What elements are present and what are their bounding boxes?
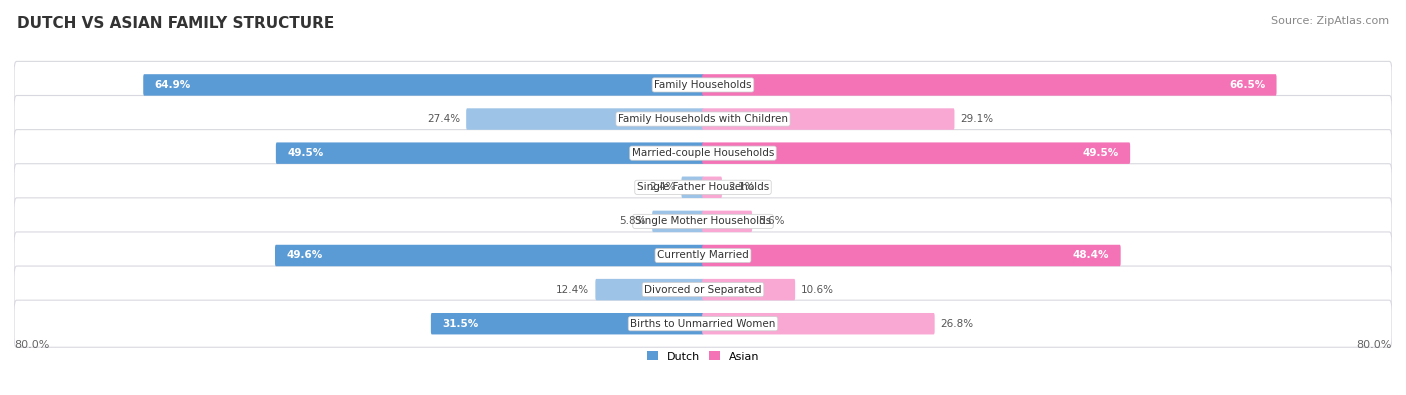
Text: Family Households: Family Households [654, 80, 752, 90]
FancyBboxPatch shape [430, 313, 704, 335]
FancyBboxPatch shape [682, 177, 704, 198]
Text: Divorced or Separated: Divorced or Separated [644, 285, 762, 295]
FancyBboxPatch shape [276, 143, 704, 164]
Text: Source: ZipAtlas.com: Source: ZipAtlas.com [1271, 16, 1389, 26]
Text: Married-couple Households: Married-couple Households [631, 148, 775, 158]
FancyBboxPatch shape [14, 164, 1392, 211]
FancyBboxPatch shape [702, 177, 721, 198]
Text: Family Households with Children: Family Households with Children [619, 114, 787, 124]
Text: 49.5%: 49.5% [287, 148, 323, 158]
FancyBboxPatch shape [702, 143, 1130, 164]
Text: DUTCH VS ASIAN FAMILY STRUCTURE: DUTCH VS ASIAN FAMILY STRUCTURE [17, 16, 335, 31]
Text: 5.8%: 5.8% [620, 216, 647, 226]
FancyBboxPatch shape [276, 245, 704, 266]
Text: Single Mother Households: Single Mother Households [636, 216, 770, 226]
Text: 27.4%: 27.4% [427, 114, 460, 124]
FancyBboxPatch shape [702, 108, 955, 130]
FancyBboxPatch shape [595, 279, 704, 300]
Text: 2.4%: 2.4% [650, 182, 675, 192]
FancyBboxPatch shape [702, 74, 1277, 96]
Text: 31.5%: 31.5% [441, 319, 478, 329]
FancyBboxPatch shape [702, 279, 796, 300]
Text: 49.5%: 49.5% [1083, 148, 1119, 158]
Text: 80.0%: 80.0% [1357, 340, 1392, 350]
FancyBboxPatch shape [702, 211, 752, 232]
FancyBboxPatch shape [14, 300, 1392, 347]
Text: 5.6%: 5.6% [758, 216, 785, 226]
Text: Currently Married: Currently Married [657, 250, 749, 260]
Text: 10.6%: 10.6% [801, 285, 834, 295]
Text: 2.1%: 2.1% [728, 182, 755, 192]
FancyBboxPatch shape [14, 96, 1392, 143]
FancyBboxPatch shape [652, 211, 704, 232]
Text: Births to Unmarried Women: Births to Unmarried Women [630, 319, 776, 329]
Text: 80.0%: 80.0% [14, 340, 49, 350]
FancyBboxPatch shape [14, 266, 1392, 313]
Text: 64.9%: 64.9% [155, 80, 191, 90]
Text: 12.4%: 12.4% [557, 285, 589, 295]
FancyBboxPatch shape [143, 74, 704, 96]
Legend: Dutch, Asian: Dutch, Asian [643, 347, 763, 366]
Text: 26.8%: 26.8% [941, 319, 974, 329]
FancyBboxPatch shape [14, 130, 1392, 177]
Text: 49.6%: 49.6% [287, 250, 322, 260]
FancyBboxPatch shape [14, 61, 1392, 109]
FancyBboxPatch shape [702, 245, 1121, 266]
Text: 29.1%: 29.1% [960, 114, 994, 124]
FancyBboxPatch shape [14, 198, 1392, 245]
FancyBboxPatch shape [702, 313, 935, 335]
Text: 66.5%: 66.5% [1229, 80, 1265, 90]
Text: 48.4%: 48.4% [1073, 250, 1109, 260]
FancyBboxPatch shape [467, 108, 704, 130]
FancyBboxPatch shape [14, 232, 1392, 279]
Text: Single Father Households: Single Father Households [637, 182, 769, 192]
